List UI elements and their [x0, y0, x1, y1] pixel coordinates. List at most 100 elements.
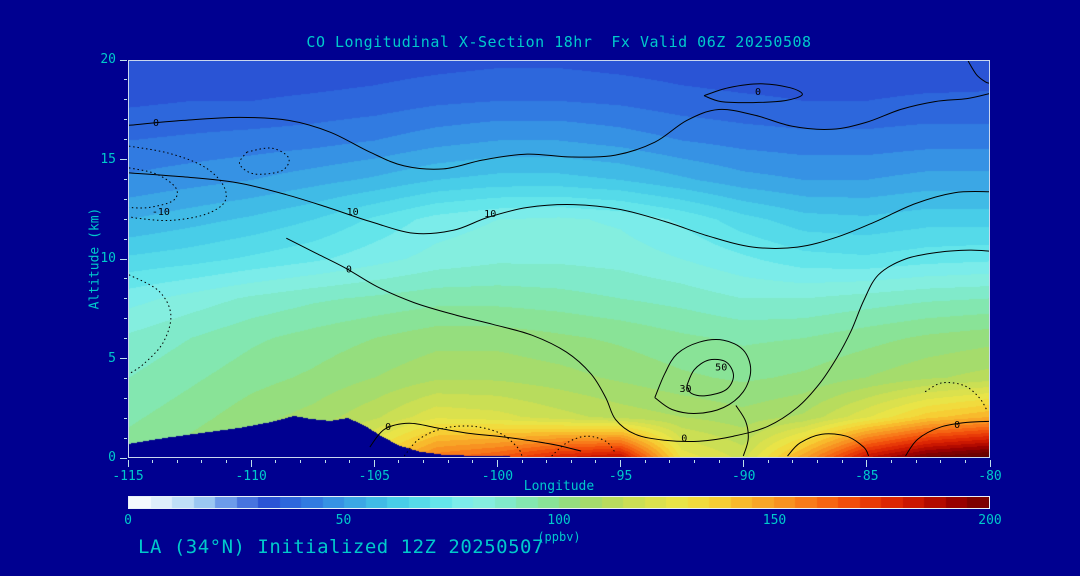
x-minor-tick [964, 460, 966, 463]
contour-line-overlay: 0 0 10 10 0 0 30 50 -10 0 0 [129, 61, 989, 457]
x-major-tick [127, 460, 129, 467]
y-minor-tick [124, 238, 127, 240]
x-minor-tick [792, 460, 794, 463]
x-minor-tick [718, 460, 720, 463]
x-tick-label: -110 [235, 469, 267, 484]
x-minor-tick [299, 460, 301, 463]
x-axis-label: Longitude [523, 479, 595, 494]
contour-line--10 [129, 167, 178, 209]
contour-line-0 [369, 422, 582, 452]
contour-line-0 [787, 433, 870, 457]
y-minor-tick [124, 99, 127, 101]
x-minor-tick [817, 460, 819, 463]
y-minor-tick [124, 119, 127, 121]
y-minor-tick [124, 318, 127, 320]
contour-label-0: 0 [755, 87, 761, 98]
chart-title: CO Longitudinal X-Section 18hr Fx Valid … [306, 33, 812, 51]
contour-line--10 [551, 435, 616, 457]
contour-label-50: 50 [715, 362, 727, 373]
contour-line--10 [238, 147, 290, 175]
x-minor-tick [152, 460, 154, 463]
x-major-tick [743, 460, 745, 467]
contour-line-50 [686, 358, 735, 397]
colorbar [128, 496, 990, 509]
x-minor-tick [349, 460, 351, 463]
x-minor-tick [595, 460, 597, 463]
x-minor-tick [570, 460, 572, 463]
y-tick-label: 0 [108, 450, 116, 465]
y-tick-label: 5 [108, 350, 116, 366]
colorbar-tick-label: 0 [124, 513, 132, 528]
plot-area: 0 0 10 10 0 0 30 50 -10 0 0 [128, 60, 990, 458]
y-tick-label: 10 [100, 251, 116, 266]
y-minor-tick [124, 417, 127, 419]
x-tick-label: -90 [731, 469, 756, 484]
y-minor-tick [124, 377, 127, 379]
contour-line-0 [703, 83, 803, 104]
x-tick-label: -95 [608, 469, 633, 484]
contour-label-30: 30 [679, 384, 691, 395]
y-tick-label: 20 [100, 52, 116, 67]
contour-line-0 [735, 405, 749, 457]
x-major-tick [373, 460, 375, 467]
x-minor-tick [940, 460, 942, 463]
x-minor-tick [693, 460, 695, 463]
contour-label-10: 10 [484, 209, 496, 220]
contour-line-0 [905, 420, 989, 457]
y-minor-tick [124, 198, 127, 200]
x-minor-tick [669, 460, 671, 463]
x-minor-tick [521, 460, 523, 463]
x-minor-tick [767, 460, 769, 463]
x-major-tick [620, 460, 622, 467]
init-annotation: LA (34°N) Initialized 12Z 20250507 [138, 536, 544, 558]
contour-label-0: 0 [954, 420, 960, 431]
contour-line-30 [654, 339, 752, 414]
x-minor-tick [176, 460, 178, 463]
x-tick-label: -115 [112, 469, 144, 484]
contour-line--10 [924, 381, 987, 410]
y-tick-label: 15 [100, 151, 116, 167]
contour-label-0: 0 [681, 434, 687, 445]
y-major-tick [120, 358, 127, 359]
colorbar-units-label: (ppbv) [537, 530, 581, 544]
colorbar-gradient [129, 497, 989, 508]
y-major-tick [120, 258, 127, 260]
y-minor-tick [124, 397, 127, 399]
x-minor-tick [447, 460, 449, 463]
colorbar-tick-label: 50 [335, 513, 352, 528]
x-minor-tick [324, 460, 326, 463]
x-tick-label: -85 [855, 469, 879, 484]
y-major-tick [120, 59, 127, 61]
contour-label-0: 0 [346, 264, 352, 275]
contour-label-0: 0 [385, 422, 391, 433]
contour-line--10 [129, 145, 227, 222]
x-minor-tick [275, 460, 277, 463]
y-minor-tick [124, 218, 127, 220]
y-minor-tick [124, 79, 127, 81]
contour-label-0: 0 [153, 118, 159, 129]
x-minor-tick [226, 460, 227, 463]
contour-line-10 [129, 172, 989, 249]
contour-label--10: -10 [152, 207, 170, 218]
x-minor-tick [890, 460, 892, 463]
x-minor-tick [423, 460, 425, 463]
contour-line--10 [403, 425, 523, 457]
colorbar-tick-label: 150 [762, 513, 787, 528]
x-tick-label: -105 [358, 469, 390, 484]
contour-line--10 [129, 274, 172, 375]
contour-line-0 [129, 93, 989, 170]
y-minor-tick [124, 278, 127, 280]
contour-line-0 [967, 61, 989, 84]
y-minor-tick [124, 338, 127, 340]
x-minor-tick [915, 460, 917, 463]
x-minor-tick [472, 460, 474, 463]
x-major-tick [866, 460, 868, 467]
x-major-tick [250, 460, 252, 467]
x-minor-tick [644, 460, 646, 463]
x-major-tick [496, 460, 498, 467]
x-tick-label: -100 [481, 469, 514, 484]
x-major-tick [989, 460, 991, 467]
y-minor-tick [124, 139, 127, 141]
contour-line-0 [286, 237, 989, 442]
